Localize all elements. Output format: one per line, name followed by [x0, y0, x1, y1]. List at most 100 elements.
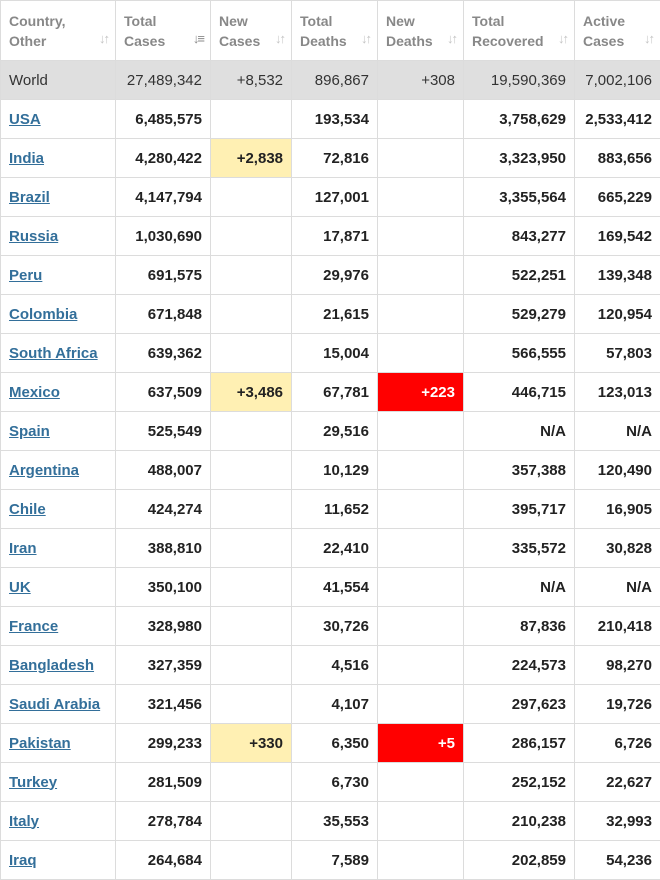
total-recovered-cell: 446,715 — [463, 372, 575, 412]
table-row: Chile 424,274 11,652 395,717 16,905 — [0, 489, 660, 529]
country-link[interactable]: Iraq — [9, 851, 37, 869]
new-cases-cell — [210, 216, 292, 256]
new-cases-cell — [210, 411, 292, 451]
total-cases-cell: 639,362 — [115, 333, 211, 373]
total-deaths-cell: 30,726 — [291, 606, 378, 646]
active-cases-cell: 169,542 — [574, 216, 660, 256]
country-link[interactable]: Turkey — [9, 773, 58, 791]
new-cases-cell — [210, 840, 292, 880]
country-cell: Italy — [0, 801, 116, 841]
total-cases-cell: 321,456 — [115, 684, 211, 724]
country-link[interactable]: Russia — [9, 227, 59, 245]
country-link[interactable]: Argentina — [9, 461, 80, 479]
header-label: Total Recovered — [472, 12, 544, 49]
country-link[interactable]: India — [9, 149, 45, 167]
country-link[interactable]: Peru — [9, 266, 43, 284]
country-link[interactable]: Saudi Arabia — [9, 695, 101, 713]
country-link[interactable]: Chile — [9, 500, 46, 518]
total-cases-cell: 1,030,690 — [115, 216, 211, 256]
new-cases-cell — [210, 333, 292, 373]
sort-both-icon[interactable]: ↓↑ — [275, 31, 286, 46]
total-recovered-cell: N/A — [463, 567, 575, 607]
total-cases-cell: 6,485,575 — [115, 99, 211, 139]
total-deaths-cell: 4,516 — [291, 645, 378, 685]
header-label: New Deaths — [386, 12, 433, 49]
active-cases-cell: 6,726 — [574, 723, 660, 763]
table-row: Iraq 264,684 7,589 202,859 54,236 — [0, 840, 660, 880]
table-row: Pakistan 299,233 +330 6,350 +5 286,157 6,726 — [0, 723, 660, 763]
total-cases-cell: 388,810 — [115, 528, 211, 568]
sort-both-icon[interactable]: ↓↑ — [361, 31, 372, 46]
country-cell: Colombia — [0, 294, 116, 334]
active-cases-cell: 120,954 — [574, 294, 660, 334]
world-total-row: World 27,489,342 +8,532 896,867 +308 19,… — [0, 60, 660, 100]
country-cell: India — [0, 138, 116, 178]
total-deaths-cell: 35,553 — [291, 801, 378, 841]
country-link[interactable]: Colombia — [9, 305, 78, 323]
active-cases-cell: 2,533,412 — [574, 99, 660, 139]
sort-both-icon[interactable]: ↓↑ — [447, 31, 458, 46]
active-cases-cell: 32,993 — [574, 801, 660, 841]
sort-both-icon[interactable]: ↓↑ — [644, 31, 655, 46]
active-cases-cell: 210,418 — [574, 606, 660, 646]
total-cases-cell: 637,509 — [115, 372, 211, 412]
new-cases-cell: +3,486 — [210, 372, 292, 412]
sort-both-icon[interactable]: ↓↑ — [99, 31, 110, 46]
total-recovered-cell: N/A — [463, 411, 575, 451]
total-deaths-cell: 7,589 — [291, 840, 378, 880]
header-country[interactable]: Country, Other ↓↑ — [0, 0, 116, 61]
new-deaths-cell — [377, 489, 464, 529]
country-link[interactable]: France — [9, 617, 59, 635]
header-new-deaths[interactable]: New Deaths ↓↑ — [377, 0, 464, 61]
total-cases-cell: 264,684 — [115, 840, 211, 880]
total-recovered-cell: 529,279 — [463, 294, 575, 334]
active-cases-cell: 665,229 — [574, 177, 660, 217]
active-cases-cell: 883,656 — [574, 138, 660, 178]
new-deaths-cell — [377, 645, 464, 685]
table-row: Colombia 671,848 21,615 529,279 120,954 — [0, 294, 660, 334]
country-link[interactable]: Iran — [9, 539, 37, 557]
country-link[interactable]: UK — [9, 578, 31, 596]
sort-desc-icon[interactable]: ↓≡ — [192, 31, 205, 46]
new-cases-cell: +2,838 — [210, 138, 292, 178]
total-deaths-cell: 29,976 — [291, 255, 378, 295]
header-total-deaths[interactable]: Total Deaths ↓↑ — [291, 0, 378, 61]
new-cases-cell: +8,532 — [210, 60, 292, 100]
header-new-cases[interactable]: New Cases ↓↑ — [210, 0, 292, 61]
active-cases-cell: 57,803 — [574, 333, 660, 373]
header-active-cases[interactable]: Active Cases ↓↑ — [574, 0, 660, 61]
new-deaths-cell — [377, 333, 464, 373]
total-deaths-cell: 41,554 — [291, 567, 378, 607]
new-deaths-cell — [377, 567, 464, 607]
total-recovered-cell: 87,836 — [463, 606, 575, 646]
new-cases-cell — [210, 255, 292, 295]
country-cell: Pakistan — [0, 723, 116, 763]
total-recovered-cell: 252,152 — [463, 762, 575, 802]
sort-both-icon[interactable]: ↓↑ — [558, 31, 569, 46]
country-link[interactable]: Spain — [9, 422, 50, 440]
country-link[interactable]: Mexico — [9, 383, 60, 401]
total-cases-cell: 281,509 — [115, 762, 211, 802]
header-total-cases[interactable]: Total Cases ↓≡ — [115, 0, 211, 61]
table-body: World 27,489,342 +8,532 896,867 +308 19,… — [0, 60, 660, 880]
country-cell: Chile — [0, 489, 116, 529]
total-cases-cell: 691,575 — [115, 255, 211, 295]
country-link[interactable]: Bangladesh — [9, 656, 95, 674]
total-recovered-cell: 843,277 — [463, 216, 575, 256]
new-cases-cell — [210, 489, 292, 529]
country-link[interactable]: USA — [9, 110, 41, 128]
country-link[interactable]: Brazil — [9, 188, 50, 206]
total-recovered-cell: 3,355,564 — [463, 177, 575, 217]
country-link[interactable]: South Africa — [9, 344, 98, 362]
country-link[interactable]: Pakistan — [9, 734, 71, 752]
header-total-recovered[interactable]: Total Recovered ↓↑ — [463, 0, 575, 61]
total-deaths-cell: 67,781 — [291, 372, 378, 412]
header-label: New Cases — [219, 12, 261, 49]
new-cases-cell — [210, 177, 292, 217]
country-link[interactable]: Italy — [9, 812, 40, 830]
total-cases-cell: 299,233 — [115, 723, 211, 763]
total-recovered-cell: 566,555 — [463, 333, 575, 373]
active-cases-cell: 120,490 — [574, 450, 660, 490]
new-deaths-cell — [377, 411, 464, 451]
